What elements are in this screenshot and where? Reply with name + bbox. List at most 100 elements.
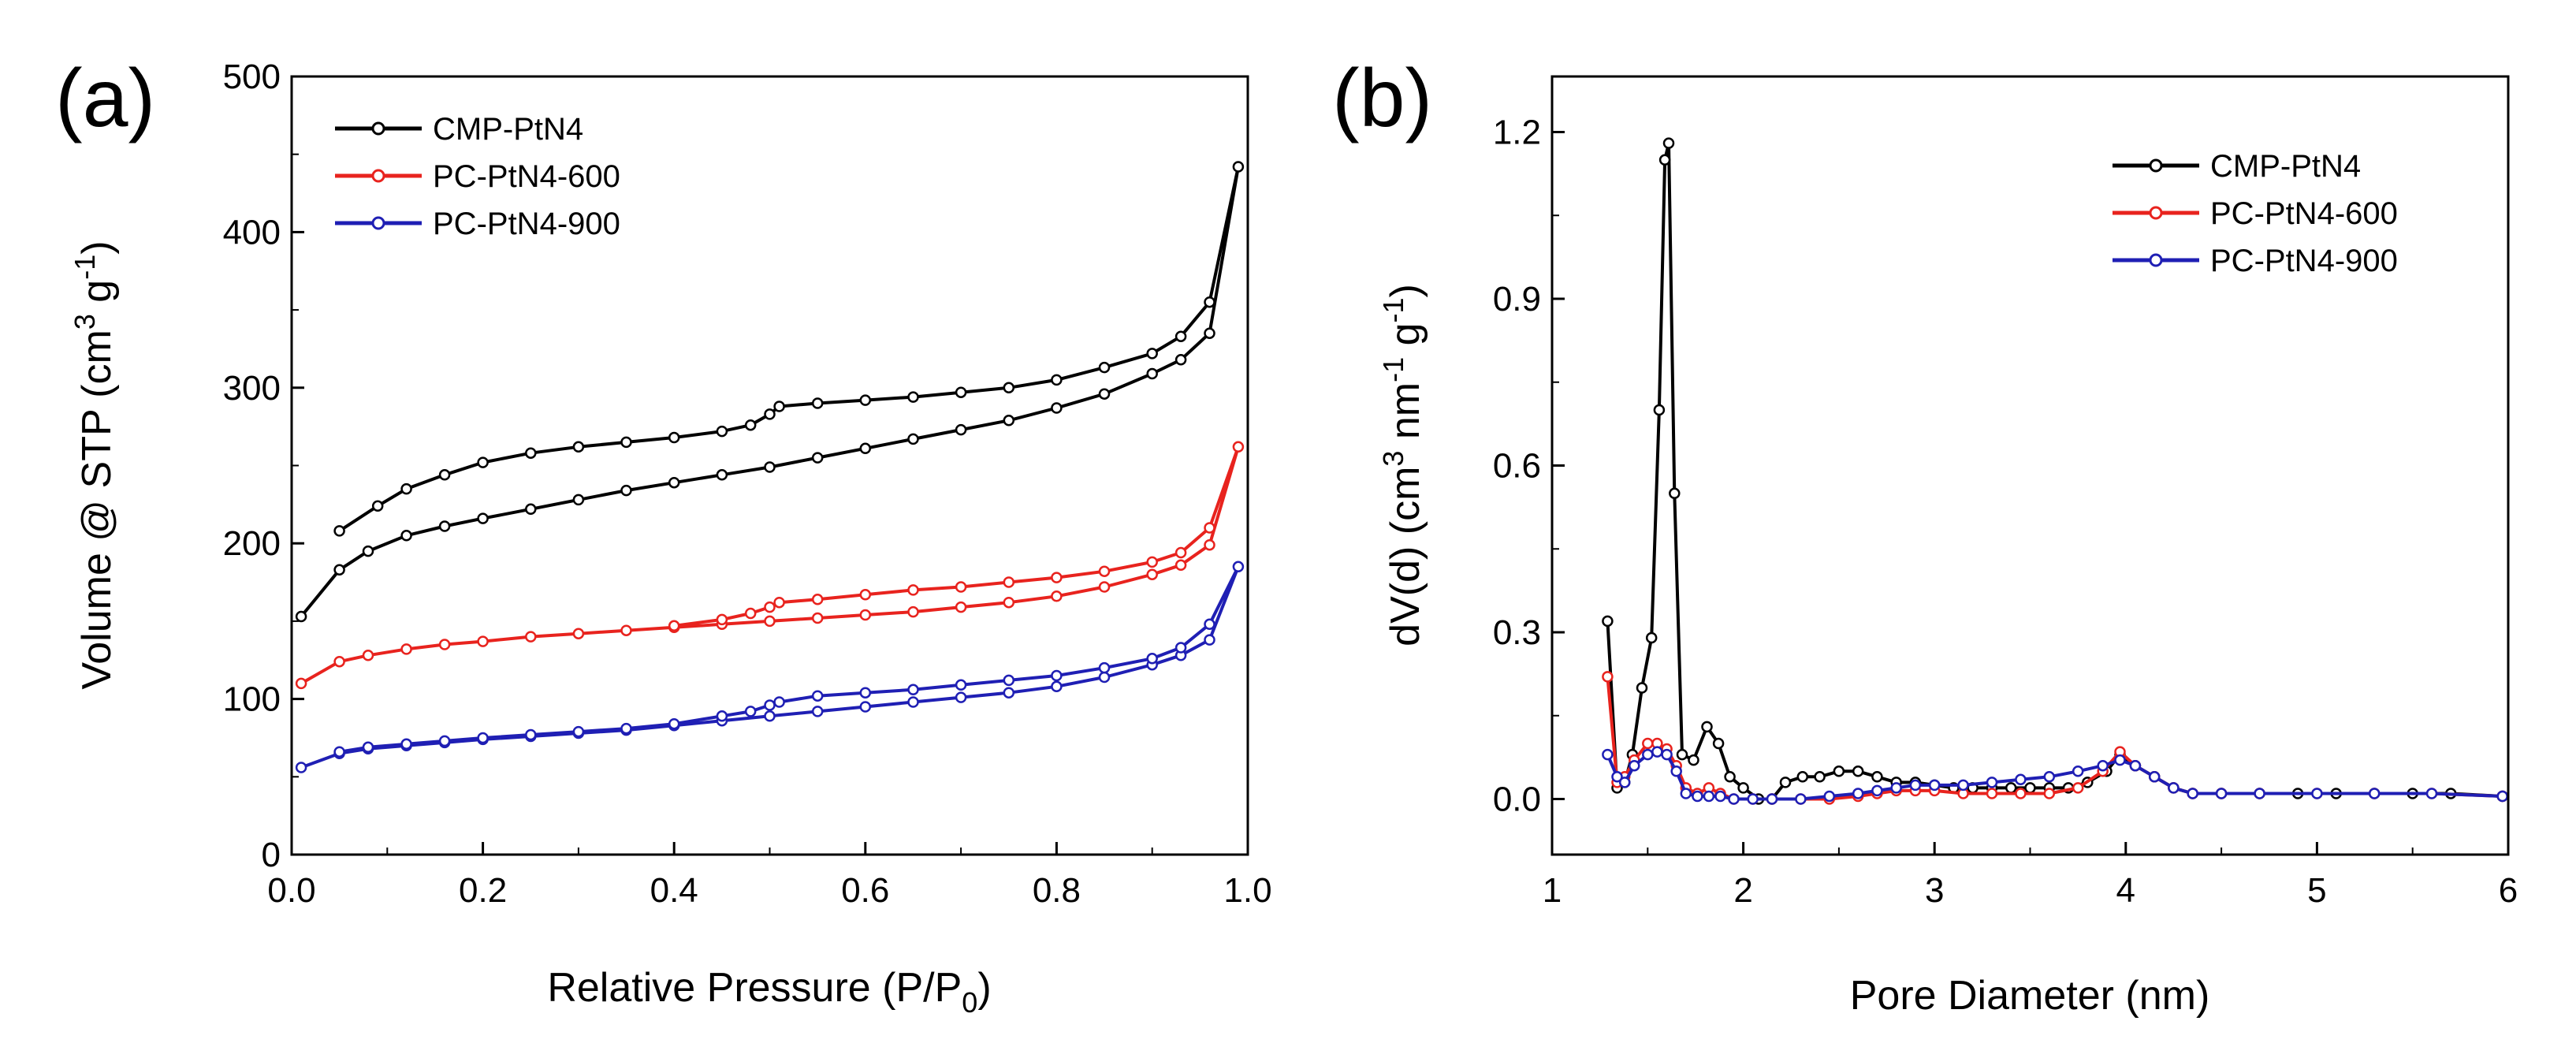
data-point [955,601,967,613]
y-tick-label: 0.0 [1493,780,1541,819]
data-point [716,425,728,438]
series-line [300,564,1240,769]
data-point [1737,782,1749,794]
legend-label: PC-PtN4-900 [2210,244,2398,278]
data-point [1890,782,1902,794]
panel-b-label: (b) [1332,53,1432,144]
data-point [811,690,824,702]
x-tick-label: 0.2 [459,871,507,910]
legend-label: CMP-PtN4 [433,112,583,147]
data-point [400,482,412,495]
data-point [362,545,374,557]
data-point [1098,661,1111,674]
panel-a-legend: CMP-PtN4 PC-PtN4-600 PC-PtN4-900 [335,112,620,241]
data-point [1174,546,1187,559]
data-point [859,687,872,699]
data-point [1928,779,1941,792]
data-point [1636,682,1648,694]
data-point [620,722,632,735]
legend-marker [2149,253,2163,267]
data-point [668,431,680,444]
data-point [525,631,537,643]
series-line [300,445,1240,685]
data-point [333,746,345,758]
data-point [744,607,757,620]
series-pc-ptn4-900 [1602,746,2508,805]
data-point [1676,748,1688,761]
data-point [333,655,345,668]
data-point [1833,766,1845,777]
data-point [1653,404,1666,416]
data-point [525,503,537,516]
panel-b-legend: CMP-PtN4 PC-PtN4-600 PC-PtN4-900 [2113,149,2398,278]
data-point [764,699,776,711]
data-point [1669,487,1681,500]
series-line [1606,676,2503,801]
data-point [859,701,872,713]
series-line [1606,141,2503,801]
data-point [716,710,728,722]
data-point [1051,669,1063,682]
data-point [744,706,757,717]
data-point [1680,788,1692,799]
data-point [1204,634,1215,646]
y-tick-label: 1.2 [1493,114,1541,152]
data-point [400,738,412,751]
data-point [295,677,307,690]
data-point [955,679,967,691]
x-tick-label: 0.6 [841,871,889,910]
data-point [438,639,451,650]
data-point [1003,687,1015,699]
data-point [400,530,412,542]
data-point [773,596,785,609]
data-point [1174,330,1187,342]
data-point [2043,771,2056,783]
data-point [438,735,451,747]
legend-marker [371,216,385,230]
data-point [1714,790,1726,803]
data-point [1098,671,1111,684]
series-cmp-ptn4 [295,161,1245,623]
data-point [2005,782,2017,794]
data-point [525,728,537,741]
data-point [1051,374,1063,386]
panel-b-y-axis-title: dV(d) (cm3 nm-1 g-1) [1377,284,1428,646]
data-point [2425,788,2438,799]
data-point [295,610,307,623]
data-point [1618,777,1631,788]
data-point [1204,327,1215,339]
data-point [295,762,307,773]
data-point [955,691,967,703]
data-point [477,732,489,744]
data-point [1662,137,1675,149]
legend-label: PC-PtN4-900 [433,207,620,241]
data-point [2043,788,2056,799]
data-point [907,433,919,445]
data-point [2368,788,2381,799]
data-point [1724,771,1736,783]
data-point [1795,793,1807,805]
panel-a: (a) 0.0 0.2 0.4 0.6 0.8 1.0 0 100 200 300 400 500 R… [55,53,1272,1019]
data-point [477,635,489,647]
legend-marker [371,169,385,183]
data-point [1146,556,1158,568]
data-point [1003,576,1015,588]
data-point [1692,790,1703,803]
series-cmp-ptn4 [1602,137,2508,805]
y-tick-label: 0.3 [1493,613,1541,652]
data-point [2129,759,2142,772]
data-point [572,441,585,453]
x-tick-label: 6 [2499,871,2518,910]
data-point [1611,771,1623,783]
data-point [1232,441,1245,453]
panel-b: (b) 1 2 3 4 5 6 0.0 0.3 0.6 0.9 1.2 Pore Diameter … [1332,53,2518,1019]
data-point [764,601,776,613]
data-point [362,650,374,661]
y-tick-label: 100 [223,680,281,719]
data-point [744,419,757,431]
data-point [1051,590,1063,602]
data-point [1204,522,1215,534]
x-tick-label: 1.0 [1223,871,1271,910]
data-point [2015,773,2027,786]
